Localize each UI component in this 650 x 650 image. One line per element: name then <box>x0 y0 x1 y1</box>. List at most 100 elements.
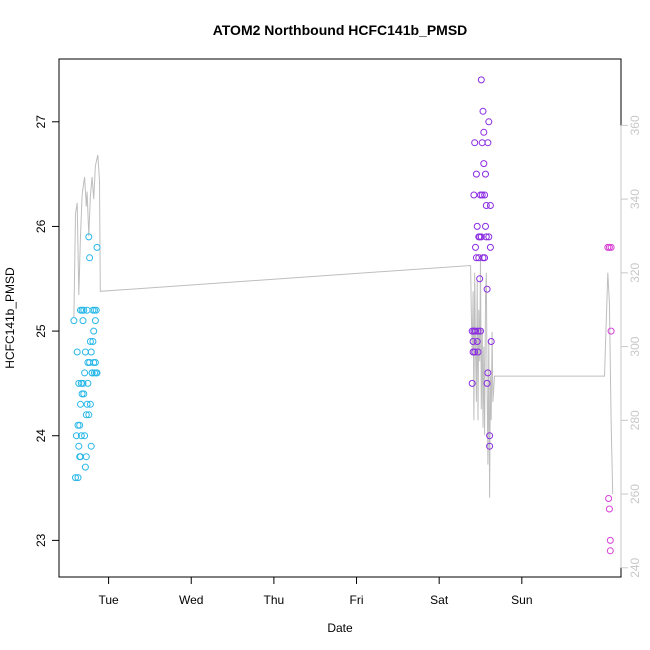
x-tick-label: Sat <box>430 593 449 607</box>
data-point <box>481 191 489 199</box>
data-point <box>485 233 493 241</box>
overlay-line <box>73 154 614 498</box>
y-tick-label: 25 <box>34 324 48 338</box>
data-point <box>480 128 488 136</box>
data-point <box>478 139 486 147</box>
data-point <box>482 233 490 241</box>
data-point <box>89 338 97 345</box>
scatter-series-late <box>604 243 615 555</box>
x-tick-label: Thu <box>264 593 285 607</box>
y-tick-label: 24 <box>34 429 48 443</box>
data-point <box>91 359 99 366</box>
data-point <box>605 495 613 502</box>
y-tick-label: 26 <box>34 219 48 233</box>
data-point <box>82 453 90 461</box>
data-point <box>472 254 480 262</box>
data-point <box>607 243 615 251</box>
data-point <box>476 275 484 283</box>
y-tick-label: 23 <box>34 533 48 547</box>
data-point <box>486 432 494 440</box>
data-point <box>86 400 94 408</box>
data-point <box>484 139 492 147</box>
data-point <box>477 76 485 84</box>
data-point <box>605 505 613 513</box>
data-point <box>77 432 85 440</box>
data-point <box>486 243 494 251</box>
plot-frame <box>58 58 622 578</box>
y2-tick-label: 300 <box>628 336 642 356</box>
data-point <box>85 411 93 419</box>
data-point <box>480 160 488 168</box>
y2-tick-label: 280 <box>628 410 642 430</box>
x-axis: Tue Wed Thu Fri Sat Sun <box>98 576 533 607</box>
data-point <box>606 536 614 544</box>
data-point <box>481 254 489 262</box>
data-point <box>93 243 101 251</box>
data-point <box>487 338 495 345</box>
data-point <box>606 547 614 555</box>
y2-tick-label: 340 <box>628 189 642 209</box>
data-point <box>72 432 80 440</box>
data-point <box>81 369 89 377</box>
data-point <box>474 327 482 335</box>
data-point <box>486 442 494 450</box>
data-point <box>472 170 480 178</box>
scatter-points <box>70 76 615 555</box>
data-point <box>472 243 479 251</box>
y2-tick-label: 320 <box>628 263 642 283</box>
data-point <box>483 379 491 387</box>
data-point <box>486 202 494 209</box>
x-axis-label: Date <box>327 621 353 635</box>
data-point <box>470 191 478 199</box>
data-point <box>73 348 81 356</box>
data-point <box>482 170 489 178</box>
data-point <box>82 411 90 419</box>
data-point <box>85 233 93 241</box>
data-point <box>93 369 101 377</box>
overlay-series <box>73 154 614 498</box>
data-point <box>81 348 89 356</box>
data-point <box>76 421 84 429</box>
data-point <box>81 432 89 440</box>
data-point <box>88 369 96 377</box>
data-point <box>482 222 489 230</box>
data-point <box>472 327 479 335</box>
data-point <box>70 317 78 325</box>
data-point <box>84 379 92 387</box>
data-point <box>485 118 493 126</box>
y2-tick-label: 360 <box>628 115 642 135</box>
y2-tick-label: 240 <box>628 557 642 577</box>
chart-title: ATOM2 Northbound HCFC141b_PMSD <box>213 22 468 38</box>
data-point <box>479 107 487 115</box>
x-tick-label: Tue <box>98 593 119 607</box>
data-point <box>471 139 479 147</box>
data-point <box>83 400 91 408</box>
scatter-series-middle <box>468 76 495 450</box>
data-point <box>72 474 79 482</box>
data-point <box>474 348 482 356</box>
data-point <box>607 327 615 335</box>
data-point <box>75 379 83 387</box>
y-axis-left: 23 24 25 26 27 <box>34 115 60 547</box>
data-point <box>90 327 98 335</box>
y-axis-right: 240 260 280 300 320 340 360 <box>620 115 642 578</box>
data-point <box>484 369 492 377</box>
data-point <box>92 306 100 314</box>
data-point <box>471 348 479 356</box>
data-point <box>477 327 484 335</box>
data-point <box>79 379 87 387</box>
data-point <box>473 222 481 230</box>
data-point <box>477 233 485 241</box>
y2-tick-label: 260 <box>628 484 642 504</box>
data-point <box>74 474 82 482</box>
data-point <box>87 442 95 450</box>
data-point <box>86 338 94 345</box>
data-point <box>80 390 88 398</box>
data-point <box>81 463 89 471</box>
data-point <box>478 191 486 199</box>
data-point <box>80 306 88 314</box>
plot-area <box>58 58 622 578</box>
data-point <box>468 379 476 387</box>
data-point <box>87 348 95 356</box>
